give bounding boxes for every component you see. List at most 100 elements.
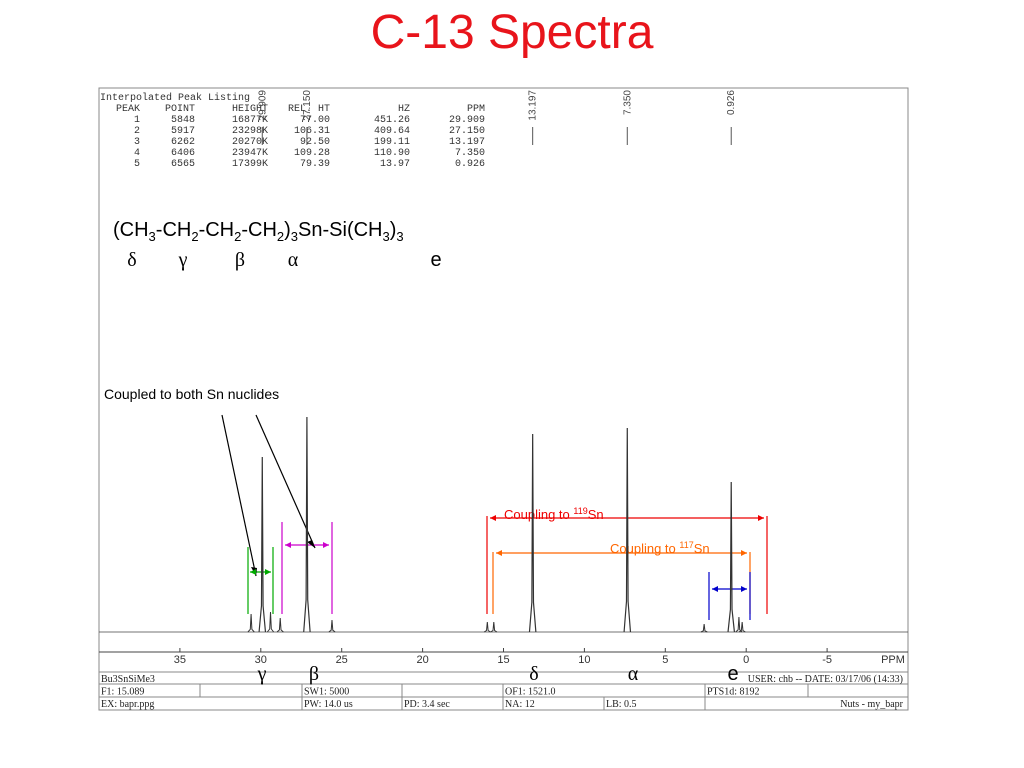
satellite-peak bbox=[328, 619, 336, 633]
table-cell: 77.00 bbox=[300, 115, 330, 126]
peak bbox=[528, 433, 537, 633]
footer-cell: SW1: 5000 bbox=[304, 687, 349, 698]
peak-assignment: e bbox=[727, 663, 738, 685]
peak-assignment: γ bbox=[257, 663, 267, 685]
annotation-text: Coupling to bbox=[610, 541, 679, 556]
annotation: Coupling to 119Sn bbox=[504, 506, 604, 522]
subscript: 3 bbox=[382, 229, 389, 244]
x-tick-label: 35 bbox=[174, 654, 186, 666]
table-cell: 5917 bbox=[171, 126, 195, 137]
footer-cell: Bu3SnSiMe3 bbox=[101, 674, 155, 685]
annotation: Coupling to 117Sn bbox=[610, 540, 710, 556]
table-cell: 110.90 bbox=[374, 148, 410, 159]
table-cell: 7.350 bbox=[455, 148, 485, 159]
table-cell: 23947K bbox=[232, 148, 268, 159]
peak bbox=[623, 427, 632, 633]
table-cell: 2 bbox=[134, 126, 140, 137]
formula-part: -CH bbox=[241, 219, 277, 241]
table-cell: 17399K bbox=[232, 159, 268, 170]
satellite-peak bbox=[700, 623, 708, 633]
x-tick-label: -5 bbox=[822, 654, 832, 666]
footer-cell: PTS1d: 8192 bbox=[707, 687, 760, 698]
x-tick-label: 10 bbox=[578, 654, 590, 666]
peak-label: 7.350 bbox=[622, 90, 633, 115]
footer-grid bbox=[99, 671, 908, 710]
satellite-peak bbox=[483, 621, 491, 633]
table-cell: 13.197 bbox=[449, 137, 485, 148]
footer-cell: PD: 3.4 sec bbox=[404, 699, 450, 710]
table-cell: 27.150 bbox=[449, 126, 485, 137]
subscript: 2 bbox=[277, 229, 284, 244]
table-cell: 5848 bbox=[171, 115, 195, 126]
satellite-peak bbox=[247, 613, 255, 633]
peak-label: 29.909 bbox=[257, 90, 268, 121]
formula-part: Sn-Si(CH bbox=[298, 219, 382, 241]
formula-part: ) bbox=[284, 219, 291, 241]
formula-part: -CH bbox=[199, 219, 235, 241]
table-cell: 106.31 bbox=[294, 126, 330, 137]
subscript: 2 bbox=[191, 229, 198, 244]
satellite-peak bbox=[490, 621, 498, 633]
footer-cell: Nuts - my_bapr bbox=[840, 699, 903, 710]
table-cell: 16877K bbox=[232, 115, 268, 126]
x-tick-label: 15 bbox=[497, 654, 509, 666]
x-axis-label: PPM bbox=[881, 654, 905, 666]
annotation-text: Coupling to bbox=[504, 507, 573, 522]
table-cell: 6565 bbox=[171, 159, 195, 170]
footer-cell: PW: 14.0 us bbox=[304, 699, 353, 710]
satellite-peak bbox=[276, 617, 284, 633]
peak-assignment: α bbox=[628, 663, 639, 685]
carbon-label: e bbox=[430, 249, 441, 271]
carbon-label: α bbox=[288, 249, 299, 271]
element: Sn bbox=[694, 541, 710, 556]
arrow-heads bbox=[250, 515, 764, 592]
table-cell: 451.26 bbox=[374, 115, 410, 126]
table-cell: 4 bbox=[134, 148, 140, 159]
subscript: 3 bbox=[149, 229, 156, 244]
footer-cell: LB: 0.5 bbox=[606, 699, 637, 710]
x-tick-label: 0 bbox=[743, 654, 749, 666]
peak-label: 13.197 bbox=[528, 90, 539, 121]
x-tick-label: 5 bbox=[662, 654, 668, 666]
footer-cell: NA: 12 bbox=[505, 699, 535, 710]
table-title: Interpolated Peak Listing bbox=[100, 92, 250, 104]
peak-assignment: δ bbox=[529, 663, 538, 685]
peak-assignment: β bbox=[309, 663, 319, 685]
peak bbox=[303, 416, 311, 633]
carbon-label: γ bbox=[178, 249, 188, 271]
formula-part: (CH bbox=[113, 219, 149, 241]
footer-cell: OF1: 1521.0 bbox=[505, 687, 556, 698]
x-tick-label: 25 bbox=[336, 654, 348, 666]
table-cell: 92.50 bbox=[300, 137, 330, 148]
peak bbox=[258, 456, 267, 633]
element: Sn bbox=[588, 507, 604, 522]
footer-cell: F1: 15.089 bbox=[101, 687, 144, 698]
footer-cell: EX: bapr.ppg bbox=[101, 699, 154, 710]
subscript: 3 bbox=[396, 229, 403, 244]
table-cell: 20270K bbox=[232, 137, 268, 148]
table-header: HZ bbox=[398, 104, 410, 115]
annotation-arrows bbox=[221, 414, 768, 620]
table-cell: 6262 bbox=[171, 137, 195, 148]
footer-cell: USER: chb -- DATE: 03/17/06 (14:33) bbox=[748, 674, 903, 685]
table-header: HEIGHT bbox=[232, 104, 268, 115]
table-cell: 13.97 bbox=[380, 159, 410, 170]
peak-label: 0.926 bbox=[726, 90, 737, 115]
formula-part: -CH bbox=[156, 219, 192, 241]
table-cell: 5 bbox=[134, 159, 140, 170]
subscript: 2 bbox=[234, 229, 241, 244]
table-header: REL. HT bbox=[288, 104, 330, 115]
table-cell: 29.909 bbox=[449, 115, 485, 126]
x-tick-label: 30 bbox=[255, 654, 267, 666]
table-cell: 3 bbox=[134, 137, 140, 148]
table-header: POINT bbox=[165, 104, 195, 115]
table-cell: 23298K bbox=[232, 126, 268, 137]
peak bbox=[727, 481, 736, 633]
carbon-label: β bbox=[235, 249, 245, 271]
table-cell: 6406 bbox=[171, 148, 195, 159]
formula: (CH3-CH2-CH2-CH2)3Sn-Si(CH3)3 bbox=[113, 219, 404, 244]
table-cell: 109.28 bbox=[294, 148, 330, 159]
table-header: PPM bbox=[467, 104, 485, 115]
